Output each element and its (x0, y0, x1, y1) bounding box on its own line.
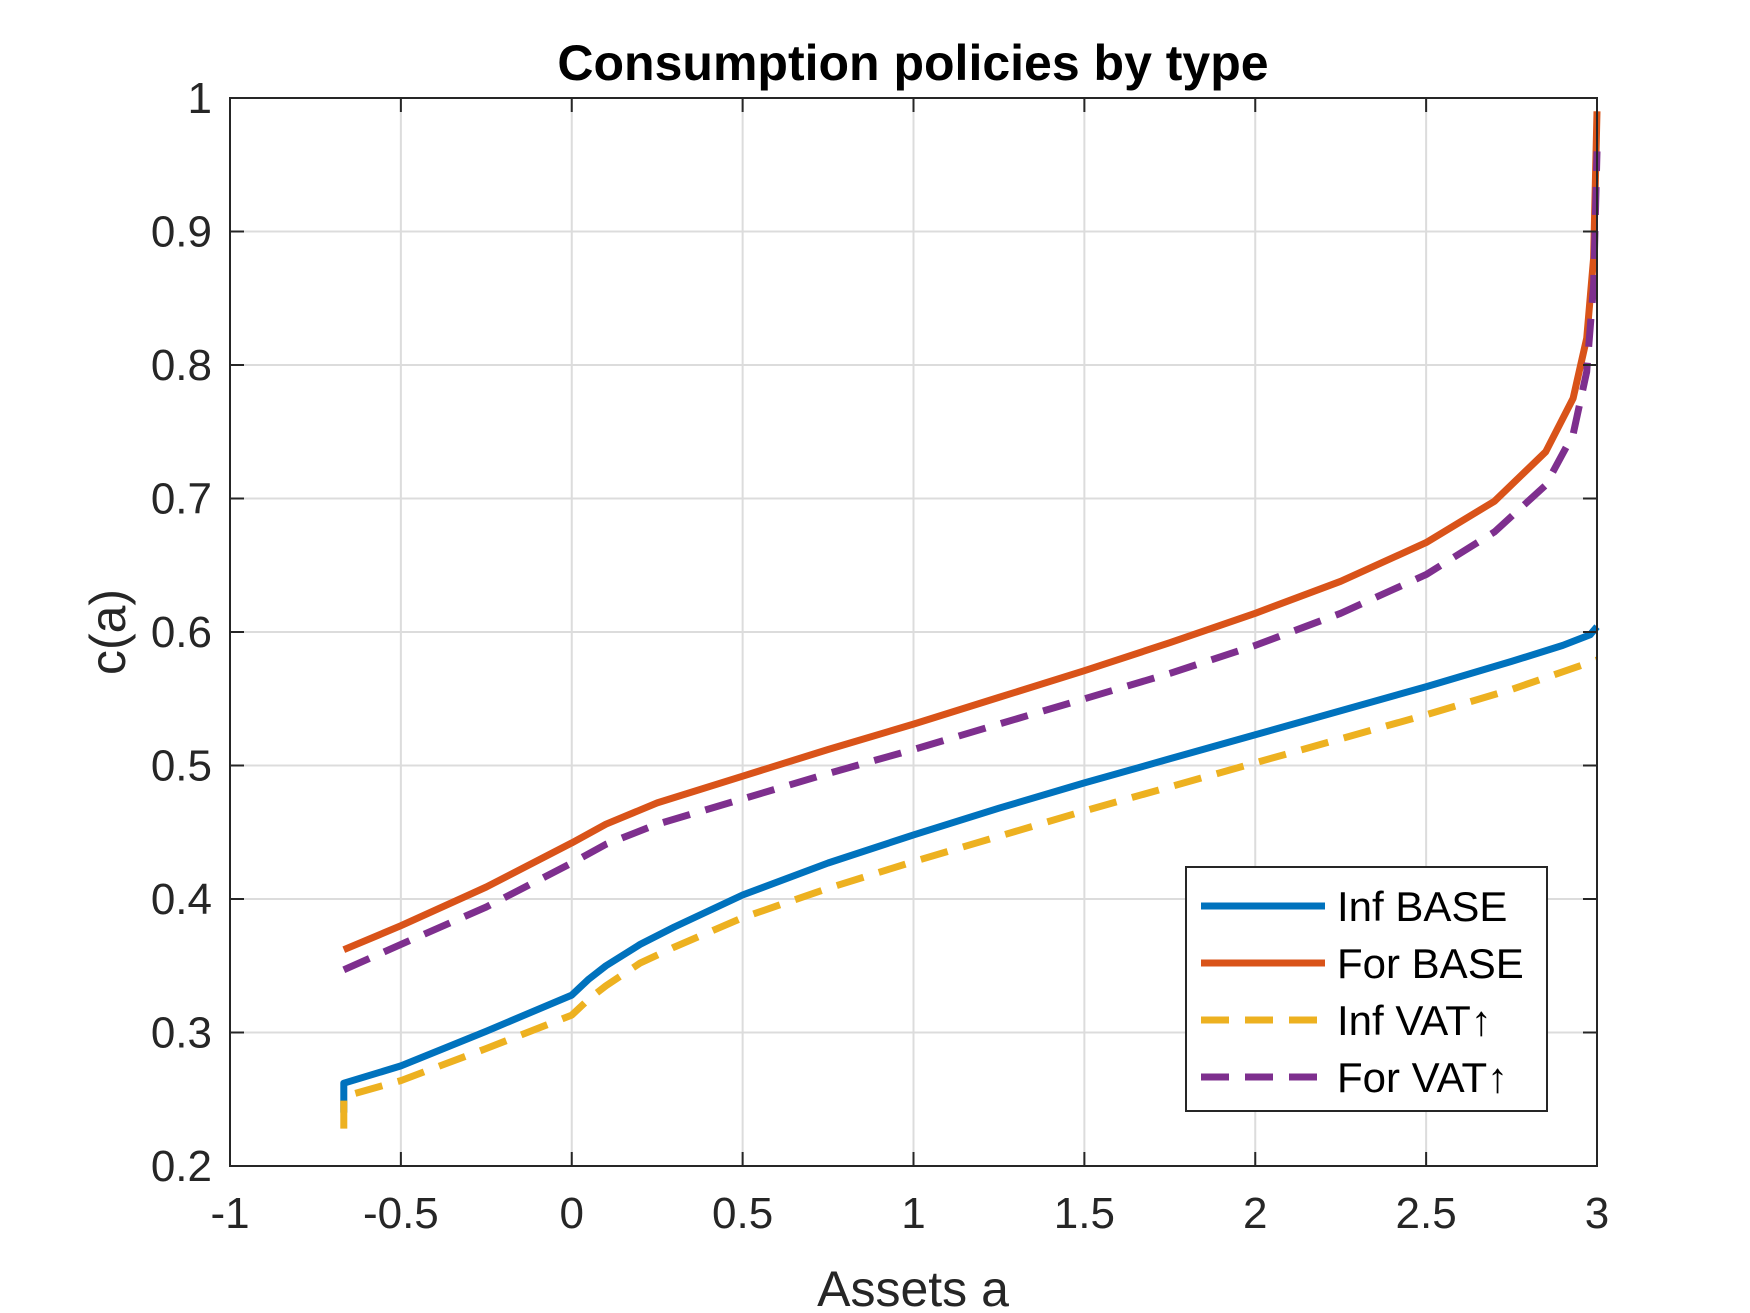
x-tick-label: 1 (901, 1189, 925, 1238)
series-line-1 (342, 111, 1601, 953)
x-tick-label: 2.5 (1396, 1189, 1457, 1238)
x-tick-label: -1 (210, 1189, 249, 1238)
y-tick-label: 0.5 (151, 742, 212, 791)
legend-label: Inf VAT↑ (1337, 997, 1492, 1044)
x-tick-label: -0.5 (363, 1189, 439, 1238)
series-line-2 (340, 656, 1599, 1129)
y-tick-label: 0.7 (151, 475, 212, 524)
y-tick-label: 0.8 (151, 341, 212, 390)
y-tick-label: 0.9 (151, 208, 212, 257)
x-tick-label: 0.5 (712, 1189, 773, 1238)
series-line-3 (342, 151, 1601, 973)
chart-title: Consumption policies by type (557, 35, 1268, 91)
y-tick-label: 0.6 (151, 608, 212, 657)
legend-label: For VAT↑ (1337, 1054, 1508, 1101)
x-tick-label: 3 (1585, 1189, 1609, 1238)
y-tick-label: 0.4 (151, 875, 212, 924)
x-tick-label: 1.5 (1054, 1189, 1115, 1238)
y-tick-label: 0.3 (151, 1009, 212, 1058)
legend-label: For BASE (1337, 940, 1524, 987)
x-tick-label: 0 (560, 1189, 584, 1238)
y-tick-label: 0.2 (151, 1142, 212, 1191)
series-line-0 (340, 624, 1600, 1113)
y-axis-label: c(a) (80, 589, 136, 675)
x-axis-label: Assets a (817, 1261, 1009, 1313)
legend-label: Inf BASE (1337, 883, 1507, 930)
legend: Inf BASE For BASE Inf VAT↑ For VAT↑ (1185, 866, 1548, 1112)
y-tick-label: 1 (188, 74, 212, 123)
ticks (229, 97, 1598, 1167)
x-tick-label: 2 (1243, 1189, 1267, 1238)
series-layer (340, 111, 1601, 1129)
tick-labels: -1 -0.5 0 0.5 1 1.5 2 2.5 3 0.2 0.3 0.4 0.5 0.6 0.7 0.8… (151, 74, 1609, 1238)
